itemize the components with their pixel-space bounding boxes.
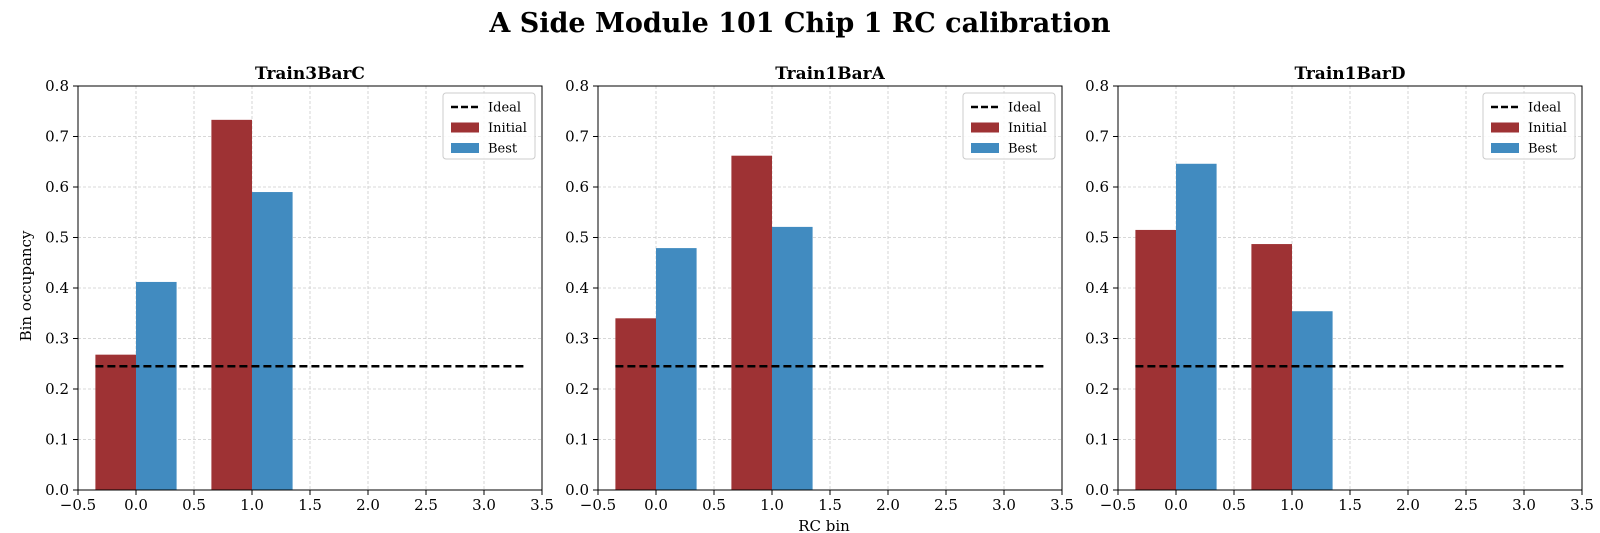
panel-title: Train1BarD (1294, 64, 1405, 84)
legend-initial-swatch (1491, 122, 1519, 133)
legend-initial-swatch (451, 122, 479, 133)
legend-box (1482, 92, 1576, 160)
figure-title: A Side Module 101 Chip 1 RC calibration (488, 8, 1111, 39)
legend-best-swatch (451, 143, 479, 153)
legend-entry-label: Ideal (1008, 101, 1041, 116)
legend-entry-label: Best (1008, 142, 1038, 157)
x-tick-label: 2.0 (876, 496, 900, 514)
bar-initial-1 (211, 119, 252, 491)
x-tick-label: 0.5 (702, 496, 726, 514)
bar-best-0 (136, 281, 177, 490)
bar-initial-0 (615, 318, 656, 490)
x-tick-label: 1.0 (1280, 496, 1304, 514)
x-tick-label: 0.0 (644, 496, 668, 514)
y-tick-label: 0.5 (565, 229, 589, 247)
x-tick-label: −0.5 (580, 496, 616, 514)
x-tick-label: 1.5 (1338, 496, 1362, 514)
x-tick-label: 1.0 (240, 496, 264, 514)
x-tick-label: 2.0 (1396, 496, 1420, 514)
x-tick-label: 2.5 (1454, 496, 1478, 514)
bar-best-1 (252, 192, 293, 491)
y-tick-label: 0.2 (1085, 380, 1109, 398)
legend-box (962, 92, 1056, 160)
y-tick-label: 0.1 (45, 431, 69, 449)
legend-initial-swatch (971, 122, 999, 133)
x-tick-label: 2.0 (356, 496, 380, 514)
x-tick-label: 3.0 (1512, 496, 1536, 514)
y-axis-label: Bin occupancy (17, 230, 35, 341)
x-tick-label: 0.5 (182, 496, 206, 514)
y-tick-label: 0.3 (45, 330, 69, 348)
x-tick-label: 1.5 (818, 496, 842, 514)
x-tick-label: 3.5 (530, 496, 554, 514)
chart-panel-2: −0.5 0.0 0.5 1.0 1.5 2.0 2.5 3.0 3.50.00.10.20.3… (565, 64, 1074, 514)
y-tick-label: 0.5 (45, 229, 69, 247)
chart-panel-1: −0.5 0.0 0.5 1.0 1.5 2.0 2.5 3.0 3.50.00.10.20.3… (45, 64, 554, 514)
bar-best-0 (656, 248, 697, 490)
y-tick-label: 0.1 (1085, 431, 1109, 449)
x-tick-label: 0.5 (1222, 496, 1246, 514)
x-tick-label: −0.5 (60, 496, 96, 514)
y-tick-label: 0.5 (1085, 229, 1109, 247)
y-tick-label: 0.2 (565, 380, 589, 398)
y-tick-label: 0.4 (1085, 279, 1109, 297)
y-tick-label: 0.6 (1085, 178, 1109, 196)
y-tick-label: 0.6 (565, 178, 589, 196)
legend: Ideal Initial Best (442, 92, 536, 160)
x-tick-label: 3.0 (472, 496, 496, 514)
legend-entry-label: Ideal (1528, 101, 1561, 116)
legend-entry-label: Best (1528, 142, 1558, 157)
x-tick-label: 1.5 (298, 496, 322, 514)
bar-best-1 (772, 226, 813, 490)
y-tick-label: 0.0 (1085, 481, 1109, 499)
y-tick-label: 0.7 (565, 128, 589, 146)
chart-panel-3: −0.5 0.0 0.5 1.0 1.5 2.0 2.5 3.0 3.50.00.10.20.3… (1085, 64, 1594, 514)
x-tick-label: 1.0 (760, 496, 784, 514)
panel-title: Train1BarA (775, 64, 885, 84)
legend-entry-label: Initial (488, 121, 527, 136)
bar-initial-0 (95, 354, 136, 490)
bar-best-0 (1176, 163, 1217, 490)
legend-best-swatch (971, 143, 999, 153)
panels: −0.5 0.0 0.5 1.0 1.5 2.0 2.5 3.0 3.50.00.10.20.3… (45, 64, 1594, 514)
legend-best-swatch (1491, 143, 1519, 153)
y-tick-label: 0.2 (45, 380, 69, 398)
y-tick-label: 0.8 (565, 77, 589, 95)
bar-best-1 (1292, 311, 1333, 490)
x-axis-label: RC bin (798, 517, 850, 533)
y-tick-label: 0.0 (45, 481, 69, 499)
legend-entry-label: Best (488, 142, 518, 157)
panel-title: Train3BarC (255, 64, 365, 84)
y-tick-label: 0.4 (45, 279, 69, 297)
x-tick-label: 2.5 (414, 496, 438, 514)
x-tick-label: 0.0 (124, 496, 148, 514)
y-tick-label: 0.0 (565, 481, 589, 499)
y-tick-label: 0.7 (1085, 128, 1109, 146)
y-tick-label: 0.3 (565, 330, 589, 348)
x-tick-label: −0.5 (1100, 496, 1136, 514)
y-tick-label: 0.7 (45, 128, 69, 146)
x-tick-label: 2.5 (934, 496, 958, 514)
legend-entry-label: Ideal (488, 101, 521, 116)
y-tick-label: 0.4 (565, 279, 589, 297)
x-tick-label: 3.5 (1570, 496, 1594, 514)
bar-initial-0 (1135, 229, 1176, 491)
legend: Ideal Initial Best (1482, 92, 1576, 160)
legend-entry-label: Initial (1528, 121, 1567, 136)
x-tick-label: 0.0 (1164, 496, 1188, 514)
y-tick-label: 0.8 (1085, 77, 1109, 95)
y-tick-label: 0.1 (565, 431, 589, 449)
x-tick-label: 3.5 (1050, 496, 1074, 514)
legend-entry-label: Initial (1008, 121, 1047, 136)
y-tick-label: 0.6 (45, 178, 69, 196)
legend-box (442, 92, 536, 160)
y-tick-label: 0.8 (45, 77, 69, 95)
legend: Ideal Initial Best (962, 92, 1056, 160)
bar-initial-1 (731, 155, 772, 490)
x-tick-label: 3.0 (992, 496, 1016, 514)
y-tick-label: 0.3 (1085, 330, 1109, 348)
